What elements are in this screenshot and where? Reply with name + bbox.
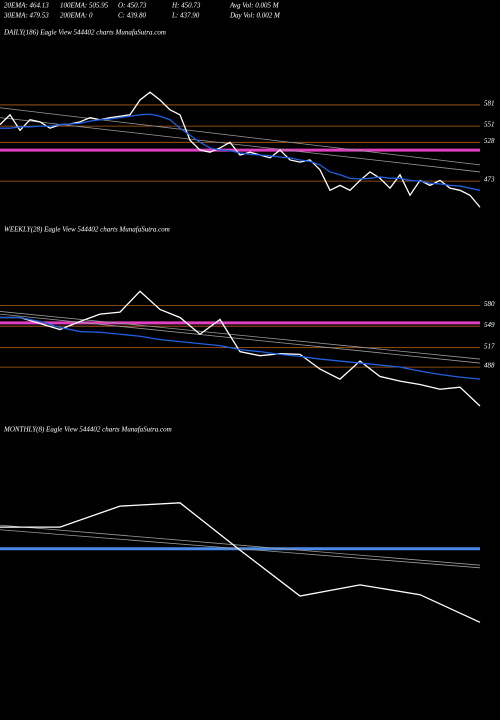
header-stat: O: 450.73: [118, 2, 147, 10]
header-stat: Day Vol: 0.002 M: [229, 12, 281, 20]
level-label: 580: [484, 300, 495, 308]
trend-line: [0, 311, 481, 360]
header-stat: 100EMA: 505.95: [60, 2, 109, 10]
level-label: 581: [484, 100, 495, 108]
header-stat: 20EMA: 464.13: [4, 2, 49, 10]
price-line: [0, 113, 481, 191]
header-stat: Avg Vol: 0.005 M: [229, 2, 280, 10]
price-line: [0, 290, 481, 407]
trend-line: [0, 529, 481, 569]
level-label: 488: [484, 362, 495, 370]
level-label: 473: [484, 176, 495, 184]
price-line: [0, 502, 481, 623]
price-line: [0, 91, 481, 208]
price-line: [0, 316, 481, 380]
header-stat: 30EMA: 479.53: [3, 12, 49, 20]
level-label: 549: [484, 321, 495, 329]
panel-title: DAILY(186) Eagle View 544402 charts Muna…: [3, 29, 166, 37]
panel-title: MONTHLY(8) Eagle View 544402 charts Muna…: [3, 426, 172, 434]
header-stat: C: 439.80: [118, 12, 147, 20]
trend-line: [0, 313, 481, 364]
trend-line: [0, 524, 481, 566]
header-stat: 200EMA: 0: [60, 12, 93, 20]
trend-line: [0, 117, 481, 173]
level-label: 551: [484, 121, 495, 129]
level-label: 517: [484, 342, 495, 350]
header-stat: L: 437.90: [171, 12, 200, 20]
panel-title: WEEKLY(28) Eagle View 544402 charts Muna…: [4, 226, 170, 234]
level-label: 528: [484, 137, 495, 145]
trend-line: [0, 107, 481, 166]
header-stat: H: 450.73: [171, 2, 201, 10]
